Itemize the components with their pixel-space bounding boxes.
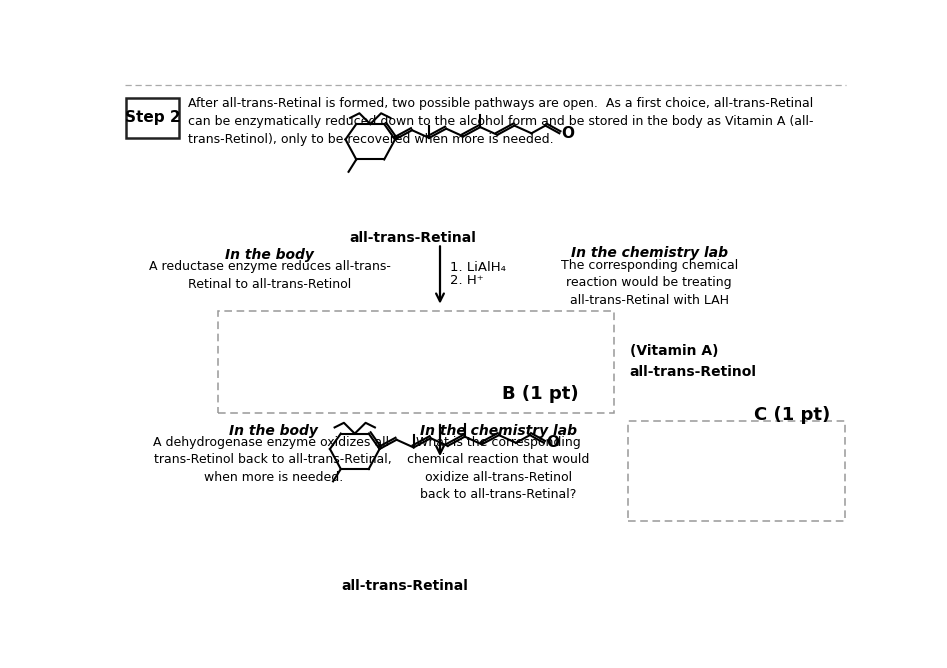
Bar — [218, 311, 615, 413]
Text: In the chemistry lab: In the chemistry lab — [420, 424, 577, 438]
Text: A dehydrogenase enzyme oxidizes all-
trans-Retinol back to all-trans-Retinal,
wh: A dehydrogenase enzyme oxidizes all- tra… — [153, 436, 394, 484]
Bar — [126, 98, 179, 138]
Text: Step 2: Step 2 — [125, 110, 180, 126]
Text: What is the corresponding
chemical reaction that would
oxidize all-trans-Retinol: What is the corresponding chemical react… — [407, 436, 589, 502]
Text: all-trans-Retinal: all-trans-Retinal — [342, 579, 469, 593]
Text: O: O — [546, 436, 559, 450]
Text: all-trans-Retinal: all-trans-Retinal — [349, 231, 476, 245]
Text: A reductase enzyme reduces all-trans-
Retinal to all-trans-Retinol: A reductase enzyme reduces all-trans- Re… — [149, 261, 390, 291]
Bar — [628, 422, 845, 520]
Text: The corresponding chemical
reaction would be treating
all-trans-Retinal with LAH: The corresponding chemical reaction woul… — [561, 259, 738, 307]
Text: 2. H⁺: 2. H⁺ — [450, 274, 484, 287]
Text: 1. LiAlH₄: 1. LiAlH₄ — [450, 261, 506, 274]
Text: In the body: In the body — [229, 424, 318, 438]
Text: B (1 pt): B (1 pt) — [503, 385, 579, 403]
Text: After all-trans-Retinal is formed, two possible pathways are open.  As a first c: After all-trans-Retinal is formed, two p… — [188, 97, 813, 146]
Text: In the chemistry lab: In the chemistry lab — [571, 246, 727, 260]
Text: In the body: In the body — [225, 248, 314, 262]
Text: O: O — [562, 126, 575, 141]
Text: (Vitamin A)
all-trans-Retinol: (Vitamin A) all-trans-Retinol — [630, 344, 757, 379]
Text: C (1 pt): C (1 pt) — [755, 406, 831, 424]
